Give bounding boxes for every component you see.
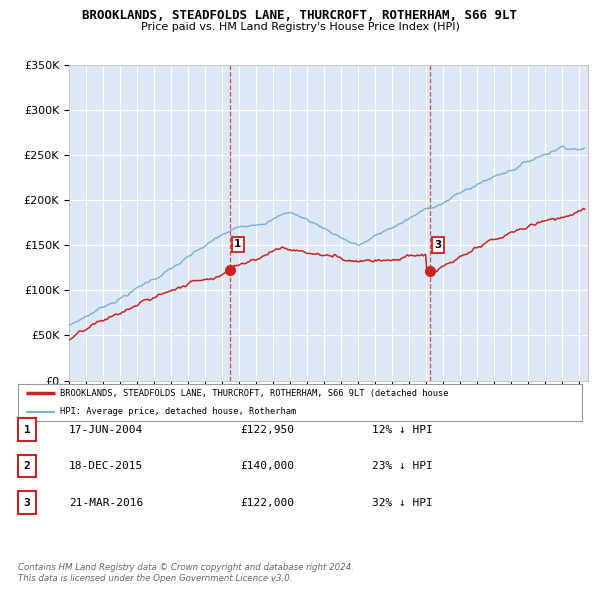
Text: This data is licensed under the Open Government Licence v3.0.: This data is licensed under the Open Gov…: [18, 574, 293, 583]
Text: 3: 3: [23, 498, 31, 507]
Text: 2: 2: [23, 461, 31, 471]
Text: 17-JUN-2004: 17-JUN-2004: [69, 425, 143, 434]
Text: 32% ↓ HPI: 32% ↓ HPI: [372, 498, 433, 507]
Text: HPI: Average price, detached house, Rotherham: HPI: Average price, detached house, Roth…: [60, 407, 296, 416]
Text: £122,950: £122,950: [240, 425, 294, 434]
Text: Price paid vs. HM Land Registry's House Price Index (HPI): Price paid vs. HM Land Registry's House …: [140, 22, 460, 32]
Text: 12% ↓ HPI: 12% ↓ HPI: [372, 425, 433, 434]
Text: 1: 1: [23, 425, 31, 434]
Text: £140,000: £140,000: [240, 461, 294, 471]
Text: £122,000: £122,000: [240, 498, 294, 507]
Text: BROOKLANDS, STEADFOLDS LANE, THURCROFT, ROTHERHAM, S66 9LT: BROOKLANDS, STEADFOLDS LANE, THURCROFT, …: [83, 9, 517, 22]
Text: 21-MAR-2016: 21-MAR-2016: [69, 498, 143, 507]
Text: 1: 1: [234, 239, 241, 249]
Text: BROOKLANDS, STEADFOLDS LANE, THURCROFT, ROTHERHAM, S66 9LT (detached house: BROOKLANDS, STEADFOLDS LANE, THURCROFT, …: [60, 389, 449, 398]
Text: 3: 3: [434, 240, 442, 250]
Text: 18-DEC-2015: 18-DEC-2015: [69, 461, 143, 471]
Text: Contains HM Land Registry data © Crown copyright and database right 2024.: Contains HM Land Registry data © Crown c…: [18, 563, 354, 572]
Text: 23% ↓ HPI: 23% ↓ HPI: [372, 461, 433, 471]
